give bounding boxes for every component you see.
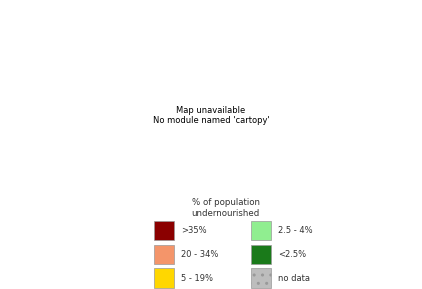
Text: >35%: >35% [181, 226, 207, 235]
Bar [251, 268, 271, 288]
Bar [154, 268, 174, 288]
Text: 5 - 19%: 5 - 19% [181, 274, 213, 283]
Bar [251, 244, 271, 264]
Bar [154, 221, 174, 240]
Bar [154, 244, 174, 264]
Text: 2.5 - 4%: 2.5 - 4% [278, 226, 313, 235]
Text: no data: no data [278, 274, 310, 283]
Bar [251, 221, 271, 240]
Text: Map unavailable
No module named 'cartopy': Map unavailable No module named 'cartopy… [153, 106, 269, 125]
Text: 20 - 34%: 20 - 34% [181, 250, 219, 259]
Text: % of population
undernourished: % of population undernourished [192, 198, 260, 218]
Text: <2.5%: <2.5% [278, 250, 306, 259]
